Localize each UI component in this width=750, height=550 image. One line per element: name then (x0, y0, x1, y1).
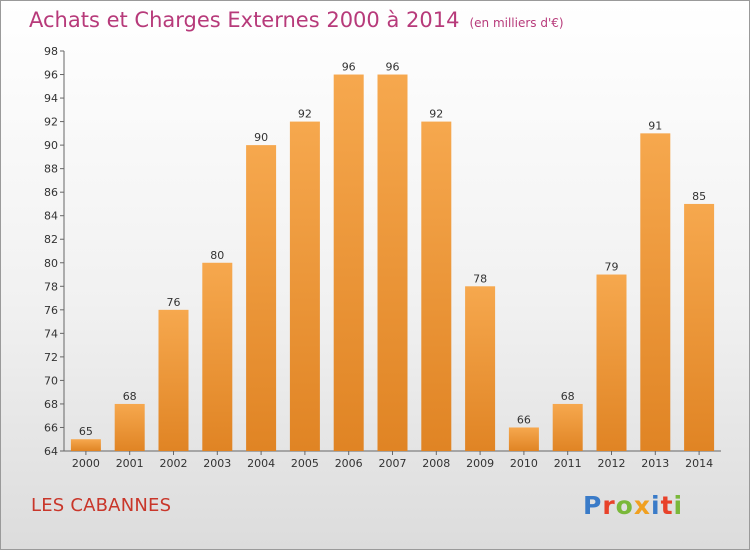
data-label: 68 (561, 390, 575, 403)
data-label: 90 (254, 131, 268, 144)
y-tick-label: 64 (44, 445, 58, 458)
y-tick-label: 68 (44, 398, 58, 411)
bar-2006 (333, 74, 364, 451)
logo-letter: P (583, 491, 603, 520)
x-tick-label: 2006 (335, 457, 363, 470)
x-tick-label: 2007 (379, 457, 407, 470)
bar-2000 (70, 439, 101, 451)
y-tick-label: 70 (44, 374, 58, 387)
y-tick-label: 82 (44, 233, 58, 246)
y-tick-label: 74 (44, 327, 58, 340)
logo-letter: x (633, 491, 651, 520)
bar-2001 (114, 403, 145, 451)
y-tick-label: 98 (44, 45, 58, 58)
y-tick-label: 88 (44, 163, 58, 176)
bar-2008 (421, 121, 452, 452)
data-label: 96 (342, 61, 356, 74)
bar-2002 (158, 309, 189, 451)
logo-letter: r (602, 491, 616, 520)
data-label: 65 (79, 425, 93, 438)
x-tick-label: 2009 (466, 457, 494, 470)
data-label: 76 (167, 296, 181, 309)
bar-2012 (596, 274, 627, 451)
x-tick-label: 2001 (116, 457, 144, 470)
x-tick-label: 2002 (160, 457, 188, 470)
x-tick-label: 2014 (685, 457, 713, 470)
bar-2003 (202, 262, 233, 451)
x-tick-label: 2013 (641, 457, 669, 470)
chart-unit: (en milliers d'€) (469, 16, 564, 30)
bar-2007 (377, 74, 408, 451)
x-tick-label: 2004 (247, 457, 275, 470)
x-tick-label: 2012 (598, 457, 626, 470)
logo-letter: o (615, 491, 634, 520)
data-label: 96 (386, 61, 400, 74)
y-tick-label: 76 (44, 304, 58, 317)
y-tick-label: 94 (44, 92, 58, 105)
y-tick-label: 72 (44, 351, 58, 364)
commune-name: LES CABANNES (31, 495, 172, 516)
data-label: 92 (298, 108, 312, 121)
y-tick-label: 92 (44, 116, 58, 129)
proxiti-logo: Proxiti (583, 491, 683, 520)
data-label: 68 (123, 390, 137, 403)
y-tick-label: 78 (44, 280, 58, 293)
x-tick-label: 2008 (422, 457, 450, 470)
data-label: 91 (648, 119, 662, 132)
chart-title: Achats et Charges Externes 2000 à 2014 (e… (29, 8, 564, 32)
x-tick-label: 2010 (510, 457, 538, 470)
y-tick-label: 66 (44, 421, 58, 434)
data-label: 66 (517, 413, 531, 426)
x-tick-label: 2003 (203, 457, 231, 470)
y-tick-label: 80 (44, 257, 58, 270)
chart-title-text: Achats et Charges Externes 2000 à 2014 (29, 8, 460, 32)
logo-letter: i (651, 491, 661, 520)
y-tick-label: 96 (44, 69, 58, 82)
bar-2014 (684, 203, 715, 451)
x-tick-label: 2011 (554, 457, 582, 470)
x-tick-label: 2000 (72, 457, 100, 470)
data-label: 80 (210, 249, 224, 262)
data-label: 78 (473, 272, 487, 285)
bar-2004 (246, 145, 277, 451)
data-label: 79 (605, 261, 619, 274)
bar-2013 (640, 133, 671, 451)
bar-2010 (508, 427, 539, 451)
data-label: 85 (692, 190, 706, 203)
data-label: 92 (429, 108, 443, 121)
bar-2005 (289, 121, 320, 452)
x-tick-label: 2005 (291, 457, 319, 470)
y-tick-label: 90 (44, 139, 58, 152)
y-tick-label: 84 (44, 210, 58, 223)
logo-letter: i (673, 491, 684, 520)
bar-2009 (465, 286, 496, 451)
y-tick-label: 86 (44, 186, 58, 199)
logo-letter: t (660, 491, 674, 520)
bar-2011 (552, 403, 583, 451)
